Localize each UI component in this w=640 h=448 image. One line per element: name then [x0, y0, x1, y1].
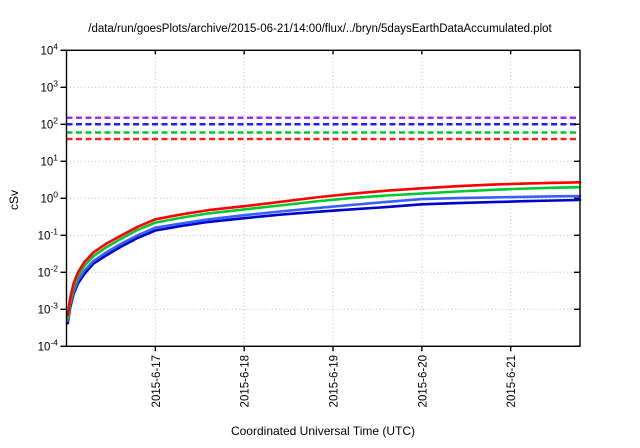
y-axis-label: cSv	[7, 190, 21, 211]
y-tick-label: 100	[40, 189, 58, 205]
x-tick-label: 2015-6-21	[506, 355, 518, 407]
y-tick-label: 103	[40, 78, 58, 94]
y-tick-label: 10-2	[38, 263, 59, 279]
y-tick-label: 104	[40, 41, 58, 57]
y-tick-label: 10-1	[38, 226, 59, 242]
y-tick-label: 101	[40, 152, 58, 168]
x-tick-label: 2015-6-18	[240, 355, 252, 407]
x-axis-label: Coordinated Universal Time (UTC)	[230, 424, 416, 438]
x-tick-label: 2015-6-20	[417, 355, 429, 407]
y-tick-label: 10-3	[38, 300, 59, 316]
x-tick-label: 2015-6-19	[329, 355, 341, 407]
x-tick-label: 2015-6-17	[151, 355, 163, 407]
curve-accumulated-red	[66, 181, 582, 317]
curve-accumulated-lightblue	[66, 194, 582, 323]
y-tick-label: 102	[40, 115, 58, 131]
y-tick-label: 10-4	[38, 337, 59, 353]
plot-title: /data/run/goesPlots/archive/2015-06-21/1…	[88, 23, 552, 35]
curve-accumulated-green	[66, 185, 582, 320]
curve-accumulated-blue	[66, 198, 582, 325]
